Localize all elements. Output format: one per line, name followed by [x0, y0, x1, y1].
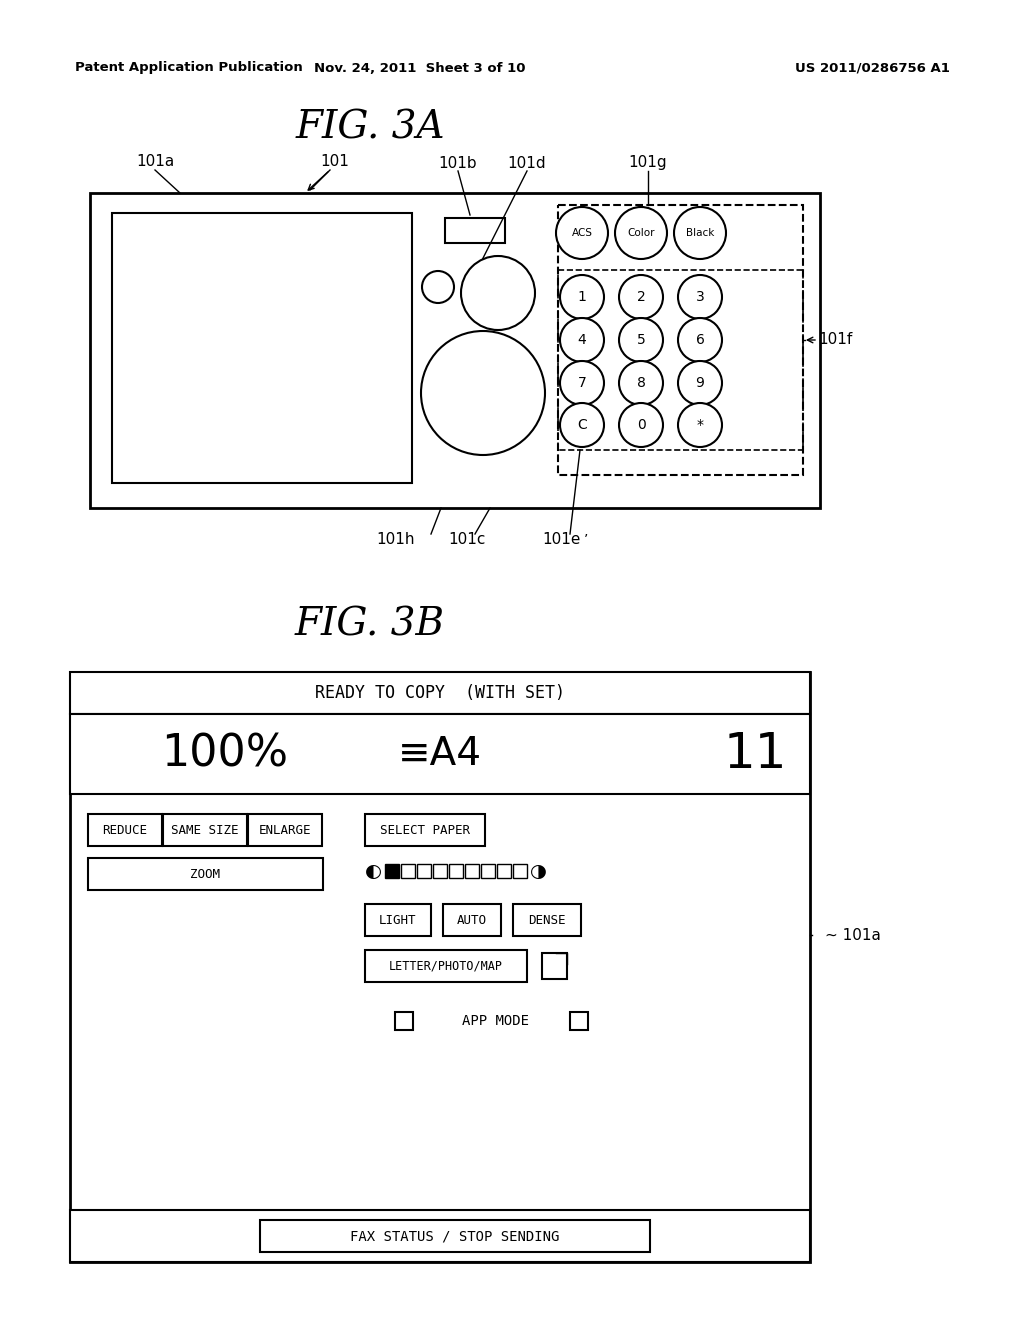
Text: 9: 9: [695, 376, 705, 389]
Bar: [395, 1012, 413, 1030]
Text: *: *: [696, 418, 703, 432]
Text: 8: 8: [637, 376, 645, 389]
Bar: [70, 1210, 810, 1262]
Text: 101f: 101f: [818, 333, 852, 347]
Bar: [558, 271, 803, 450]
Circle shape: [618, 275, 663, 319]
Text: ◐: ◐: [365, 862, 382, 880]
Circle shape: [556, 207, 608, 259]
Text: FIG. 3A: FIG. 3A: [295, 110, 444, 147]
Text: 101c: 101c: [449, 532, 485, 548]
Circle shape: [674, 207, 726, 259]
Bar: [385, 865, 399, 878]
Bar: [443, 904, 501, 936]
Text: US 2011/0286756 A1: US 2011/0286756 A1: [795, 62, 950, 74]
Text: FIG. 3B: FIG. 3B: [295, 606, 445, 644]
Circle shape: [560, 318, 604, 362]
Text: APP MODE: APP MODE: [462, 1014, 528, 1028]
Circle shape: [678, 275, 722, 319]
Text: LETTER/PHOTO/MAP: LETTER/PHOTO/MAP: [389, 960, 503, 973]
Circle shape: [461, 256, 535, 330]
Bar: [558, 205, 803, 475]
Bar: [70, 672, 810, 1262]
Bar: [88, 814, 162, 846]
Text: Black: Black: [686, 228, 714, 238]
Bar: [70, 672, 810, 714]
Text: 101: 101: [319, 154, 349, 169]
Text: 3: 3: [695, 290, 705, 304]
Bar: [163, 814, 247, 846]
Text: 101a: 101a: [136, 154, 174, 169]
Text: 11: 11: [723, 730, 786, 777]
Bar: [497, 865, 511, 878]
Text: Patent Application Publication: Patent Application Publication: [75, 62, 303, 74]
Text: 101g: 101g: [629, 156, 668, 170]
Circle shape: [678, 360, 722, 405]
Text: REDUCE: REDUCE: [102, 824, 147, 837]
Text: 7: 7: [578, 376, 587, 389]
Bar: [445, 218, 505, 243]
Text: ACS: ACS: [571, 228, 593, 238]
Text: 100%: 100%: [162, 733, 289, 776]
Text: SAME SIZE: SAME SIZE: [171, 824, 239, 837]
Bar: [417, 865, 431, 878]
Text: Nov. 24, 2011  Sheet 3 of 10: Nov. 24, 2011 Sheet 3 of 10: [314, 62, 525, 74]
Text: 101e: 101e: [542, 532, 581, 548]
Text: FAX STATUS / STOP SENDING: FAX STATUS / STOP SENDING: [350, 1229, 560, 1243]
Circle shape: [678, 403, 722, 447]
Bar: [112, 213, 412, 483]
Text: ZOOM: ZOOM: [190, 867, 220, 880]
Circle shape: [560, 360, 604, 405]
Bar: [90, 193, 820, 508]
Text: 101h: 101h: [377, 532, 416, 548]
Circle shape: [678, 318, 722, 362]
Bar: [513, 904, 581, 936]
Bar: [449, 865, 463, 878]
Text: AUTO: AUTO: [457, 913, 487, 927]
Bar: [542, 953, 567, 979]
Circle shape: [618, 360, 663, 405]
Text: ~ 101a: ~ 101a: [825, 928, 881, 942]
Circle shape: [618, 318, 663, 362]
Text: 1: 1: [578, 290, 587, 304]
Text: ◑: ◑: [529, 862, 547, 880]
Bar: [365, 904, 431, 936]
Bar: [365, 814, 485, 846]
Bar: [88, 858, 323, 890]
Text: 101b: 101b: [438, 156, 477, 170]
Bar: [248, 814, 322, 846]
Text: READY TO COPY  (WITH SET): READY TO COPY (WITH SET): [315, 684, 565, 702]
Bar: [260, 1220, 650, 1251]
Circle shape: [615, 207, 667, 259]
Text: 101d: 101d: [508, 156, 547, 170]
Text: LIGHT: LIGHT: [379, 913, 417, 927]
Bar: [465, 865, 479, 878]
Text: 2: 2: [637, 290, 645, 304]
Text: ENLARGE: ENLARGE: [259, 824, 311, 837]
Bar: [365, 950, 527, 982]
Circle shape: [618, 403, 663, 447]
Circle shape: [560, 275, 604, 319]
Bar: [70, 714, 810, 795]
Text: C: C: [578, 418, 587, 432]
Text: 4: 4: [578, 333, 587, 347]
Circle shape: [560, 403, 604, 447]
Circle shape: [421, 331, 545, 455]
Text: 0: 0: [637, 418, 645, 432]
Bar: [433, 865, 447, 878]
Text: ’: ’: [584, 533, 588, 546]
Text: DENSE: DENSE: [528, 913, 565, 927]
Bar: [401, 865, 415, 878]
Text: SELECT PAPER: SELECT PAPER: [380, 824, 470, 837]
Text: Color: Color: [628, 228, 654, 238]
Bar: [513, 865, 527, 878]
Circle shape: [422, 271, 454, 304]
Text: ≡A4: ≡A4: [398, 735, 482, 774]
Text: 6: 6: [695, 333, 705, 347]
Bar: [481, 865, 495, 878]
Text: 5: 5: [637, 333, 645, 347]
Bar: [570, 1012, 588, 1030]
